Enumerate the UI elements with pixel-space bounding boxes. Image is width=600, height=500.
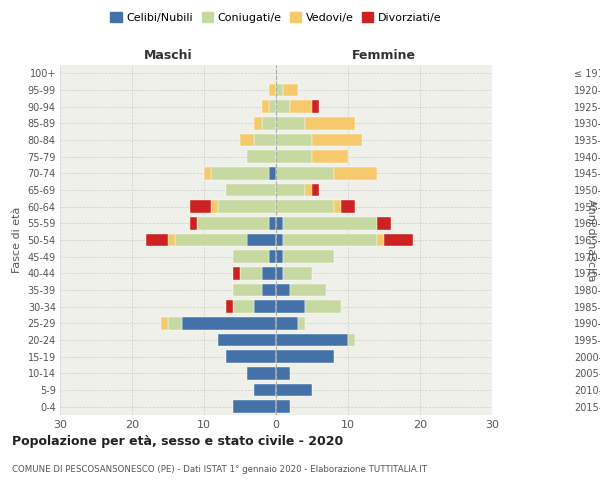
Bar <box>283 234 377 246</box>
Bar <box>377 234 384 246</box>
Bar <box>290 100 312 113</box>
Bar <box>211 200 218 213</box>
Bar <box>334 167 377 179</box>
Bar <box>312 134 362 146</box>
Bar <box>269 167 276 179</box>
Bar <box>305 117 355 130</box>
Bar <box>233 267 240 280</box>
Bar <box>161 317 168 330</box>
Bar <box>290 284 326 296</box>
Bar <box>233 250 269 263</box>
Bar <box>348 334 355 346</box>
Bar <box>226 350 276 363</box>
Text: Anni di nascita: Anni di nascita <box>586 198 596 281</box>
Bar <box>247 150 276 163</box>
Text: Popolazione per età, sesso e stato civile - 2020: Popolazione per età, sesso e stato civil… <box>12 435 343 448</box>
Bar <box>197 217 269 230</box>
Bar <box>312 150 348 163</box>
Bar <box>334 200 341 213</box>
Bar <box>262 117 276 130</box>
Bar <box>146 234 168 246</box>
Bar <box>168 317 182 330</box>
Y-axis label: Fasce di età: Fasce di età <box>12 207 22 273</box>
Bar <box>283 217 377 230</box>
Bar <box>276 400 290 413</box>
Bar <box>276 184 305 196</box>
Bar <box>276 384 312 396</box>
Bar <box>226 184 276 196</box>
Bar <box>254 300 276 313</box>
Bar <box>175 234 247 246</box>
Bar <box>262 267 276 280</box>
Bar <box>262 284 276 296</box>
Bar <box>276 200 334 213</box>
Bar <box>240 134 254 146</box>
Bar <box>276 117 305 130</box>
Bar <box>168 234 175 246</box>
Bar <box>190 200 211 213</box>
Bar <box>182 317 276 330</box>
Bar <box>377 217 391 230</box>
Bar <box>276 284 290 296</box>
Bar <box>276 334 348 346</box>
Bar <box>233 300 254 313</box>
Bar <box>305 184 312 196</box>
Bar <box>283 84 298 96</box>
Bar <box>283 250 334 263</box>
Bar <box>276 150 312 163</box>
Bar <box>384 234 413 246</box>
Bar <box>276 234 283 246</box>
Bar <box>276 317 298 330</box>
Bar <box>247 234 276 246</box>
Bar <box>276 134 312 146</box>
Bar <box>276 167 334 179</box>
Bar <box>254 134 276 146</box>
Bar <box>276 250 283 263</box>
Bar <box>298 317 305 330</box>
Bar <box>218 334 276 346</box>
Bar <box>211 167 269 179</box>
Bar <box>233 400 276 413</box>
Bar <box>233 284 262 296</box>
Bar <box>247 367 276 380</box>
Text: Maschi: Maschi <box>143 48 193 62</box>
Bar <box>276 217 283 230</box>
Bar <box>254 117 262 130</box>
Bar <box>269 84 276 96</box>
Bar <box>276 367 290 380</box>
Bar <box>276 84 283 96</box>
Bar <box>254 384 276 396</box>
Bar <box>312 184 319 196</box>
Bar <box>276 300 305 313</box>
Bar <box>204 167 211 179</box>
Bar <box>269 250 276 263</box>
Bar <box>269 100 276 113</box>
Text: COMUNE DI PESCOSANSONESCO (PE) - Dati ISTAT 1° gennaio 2020 - Elaborazione TUTTI: COMUNE DI PESCOSANSONESCO (PE) - Dati IS… <box>12 465 427 474</box>
Bar <box>190 217 197 230</box>
Bar <box>262 100 269 113</box>
Bar <box>226 300 233 313</box>
Bar <box>283 267 312 280</box>
Bar <box>269 217 276 230</box>
Bar <box>218 200 276 213</box>
Bar <box>276 100 290 113</box>
Bar <box>276 350 334 363</box>
Bar <box>341 200 355 213</box>
Text: Femmine: Femmine <box>352 48 416 62</box>
Legend: Celibi/Nubili, Coniugati/e, Vedovi/e, Divorziati/e: Celibi/Nubili, Coniugati/e, Vedovi/e, Di… <box>106 8 446 28</box>
Bar <box>276 267 283 280</box>
Bar <box>240 267 262 280</box>
Bar <box>312 100 319 113</box>
Bar <box>305 300 341 313</box>
